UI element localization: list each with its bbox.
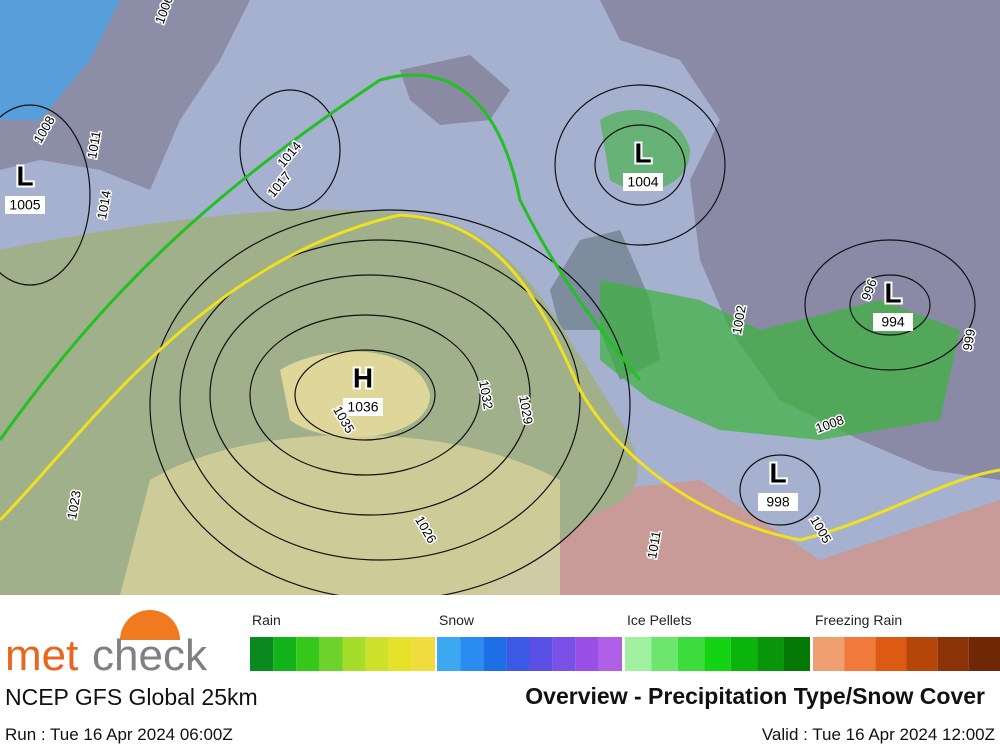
chart-title: Overview - Precipitation Type/Snow Cover [525, 683, 985, 709]
isobar-label: 1029 [516, 394, 536, 425]
legend-swatch [411, 637, 435, 671]
map [0, 0, 1000, 601]
pressure-box [758, 493, 798, 511]
legend-label: Freezing Rain [815, 612, 902, 628]
legend-swatch [730, 637, 758, 671]
legend-swatch [483, 637, 507, 671]
iberia-med [560, 480, 1000, 595]
legend-swatch [651, 637, 678, 671]
legend-swatch [342, 637, 366, 671]
pressure-value: 998 [766, 494, 790, 510]
rain-patch [600, 110, 690, 190]
legend-swatch [906, 637, 938, 671]
pressure-box [5, 196, 45, 214]
snow-cover [0, 0, 120, 120]
run-time: Run : Tue 16 Apr 2024 06:00Z [5, 725, 233, 744]
pressure-value: 994 [881, 314, 905, 330]
pressure-box [343, 398, 383, 416]
legend-label: Rain [252, 612, 281, 628]
legend-swatch [319, 637, 343, 671]
zero-line [0, 213, 1000, 542]
legend-label: Snow [439, 612, 475, 628]
isobar-label: 1032 [476, 379, 496, 410]
legend-swatch [250, 637, 274, 671]
logo-check: check [92, 631, 208, 680]
legend-label: Ice Pellets [627, 612, 692, 628]
valid-time: Valid : Tue 16 Apr 2024 12:00Z [762, 725, 995, 744]
isobar-label: 1023 [64, 489, 84, 520]
pressure-value: 1005 [9, 197, 40, 213]
dry-area [120, 435, 560, 595]
isobar-label: 1011 [84, 130, 104, 160]
legend-swatch [506, 637, 530, 671]
logo-sun [120, 610, 180, 640]
logo-met: met [5, 631, 78, 680]
pressure-symbol: L [769, 457, 786, 488]
legend-swatch [552, 637, 576, 671]
isobar-label: 1014 [94, 189, 114, 220]
legend-swatch [937, 637, 969, 671]
pressure-value: 1036 [347, 399, 378, 415]
legend-swatch [968, 637, 1000, 671]
isobars [0, 84, 976, 601]
legend-swatch [598, 637, 622, 671]
pressure-symbol: L [884, 277, 901, 308]
legend-swatch [273, 637, 297, 671]
legend-swatch [704, 637, 731, 671]
legend-swatch [783, 637, 810, 671]
legend-swatch [529, 637, 553, 671]
legend-swatch [625, 637, 652, 671]
legend-swatch [575, 637, 599, 671]
legend-swatch [388, 637, 412, 671]
legend-swatch [296, 637, 320, 671]
isobar-label: 1002 [729, 304, 749, 335]
pressure-symbol: L [16, 160, 33, 191]
pressure-box [873, 313, 913, 331]
pressure-symbol: H [353, 362, 373, 393]
pressure-box [623, 173, 663, 191]
isobar-label: 1011 [644, 530, 664, 560]
legend-swatch [460, 637, 484, 671]
legend-swatch [875, 637, 907, 671]
isobar-label: 999 [960, 328, 979, 352]
pressure-value: 1004 [627, 174, 658, 190]
legend-swatch [813, 637, 845, 671]
legend-swatch [437, 637, 461, 671]
pressure-symbol: L [634, 137, 651, 168]
model-name: NCEP GFS Global 25km [5, 684, 258, 710]
legend-swatch [844, 637, 876, 671]
freezing-line [0, 73, 642, 441]
high-core [280, 351, 430, 438]
rain-band [600, 280, 960, 440]
legend-swatch [677, 637, 705, 671]
legend-swatch [365, 637, 389, 671]
legend-swatch [757, 637, 784, 671]
